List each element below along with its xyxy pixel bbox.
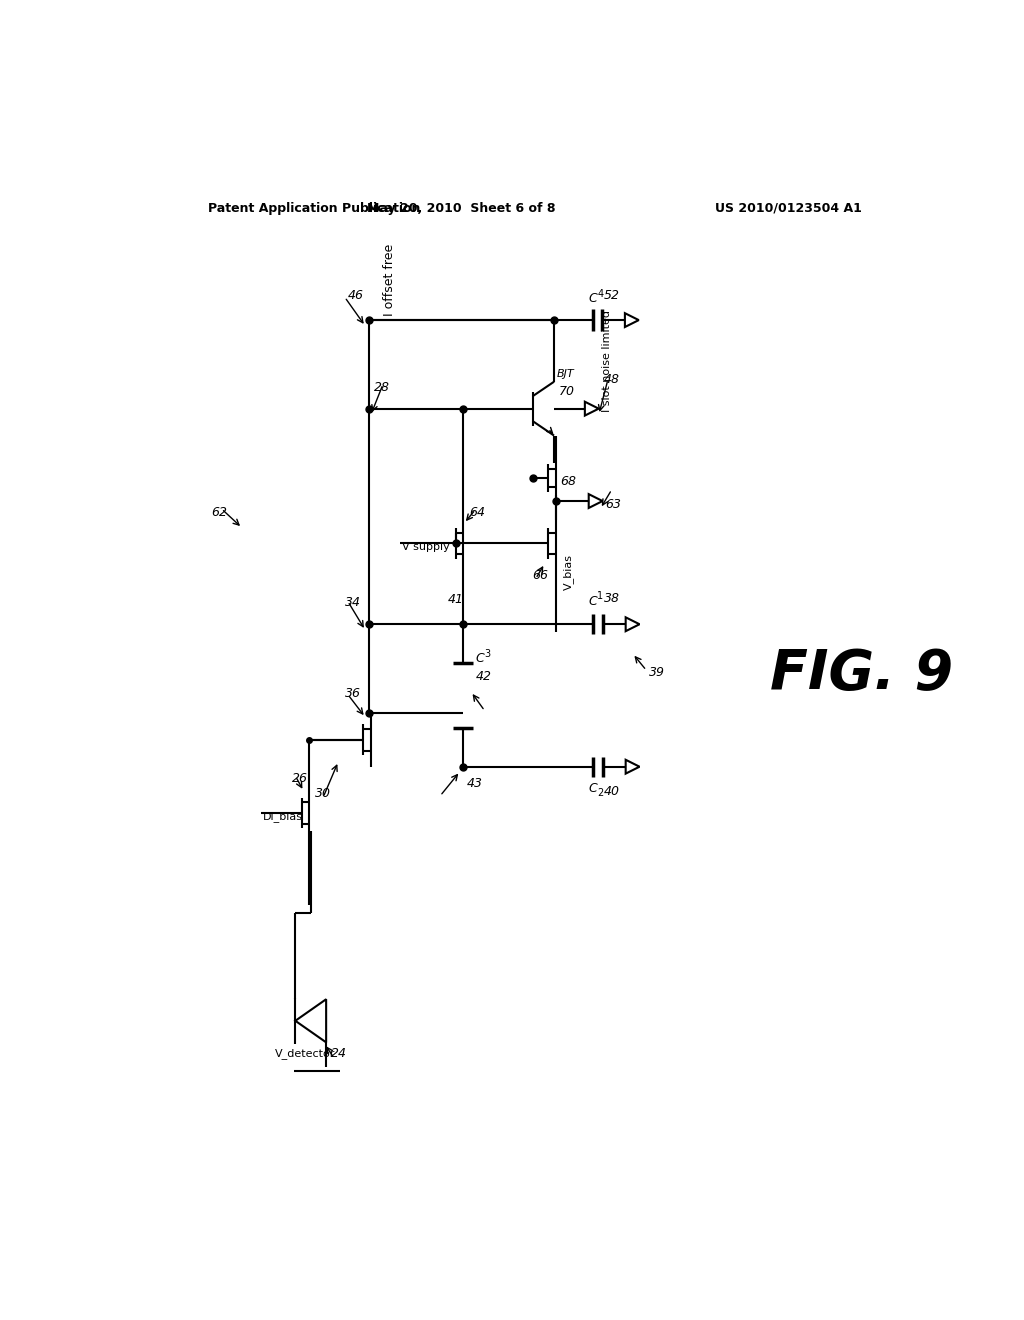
- Text: 4: 4: [597, 289, 603, 298]
- Text: C: C: [589, 292, 597, 305]
- Text: I offset free: I offset free: [383, 244, 396, 317]
- Text: C: C: [475, 652, 484, 665]
- Text: May 20, 2010  Sheet 6 of 8: May 20, 2010 Sheet 6 of 8: [368, 202, 556, 215]
- Text: 48: 48: [604, 372, 621, 385]
- Text: 39: 39: [649, 667, 665, 680]
- Text: 38: 38: [604, 591, 621, 605]
- Text: 40: 40: [604, 785, 621, 797]
- Text: Di_bias: Di_bias: [263, 812, 303, 822]
- Text: C: C: [589, 781, 597, 795]
- Text: 24: 24: [331, 1047, 347, 1060]
- Text: 42: 42: [475, 671, 492, 684]
- Text: 1: 1: [597, 591, 603, 601]
- Text: 43: 43: [466, 777, 482, 791]
- Text: I slot noise limited: I slot noise limited: [602, 310, 611, 412]
- Text: 28: 28: [374, 380, 390, 393]
- Text: V_detector: V_detector: [274, 1048, 335, 1060]
- Text: 41: 41: [447, 593, 464, 606]
- Text: 64: 64: [469, 506, 485, 519]
- Text: 63: 63: [605, 499, 622, 511]
- Text: FIG. 9: FIG. 9: [770, 647, 952, 701]
- Text: 52: 52: [603, 289, 620, 302]
- Text: V supply: V supply: [401, 543, 450, 552]
- Text: US 2010/0123504 A1: US 2010/0123504 A1: [715, 202, 862, 215]
- Text: 68: 68: [560, 475, 577, 488]
- Text: V_bias: V_bias: [563, 553, 574, 590]
- Text: 46: 46: [348, 289, 364, 302]
- Text: 62: 62: [211, 506, 227, 519]
- Text: C: C: [589, 594, 597, 607]
- Text: 3: 3: [484, 649, 490, 659]
- Text: 26: 26: [292, 772, 308, 785]
- Text: 36: 36: [345, 686, 360, 700]
- Text: 70: 70: [559, 385, 574, 399]
- Text: 2: 2: [597, 788, 603, 799]
- Text: 30: 30: [315, 787, 332, 800]
- Text: 66: 66: [532, 569, 549, 582]
- Text: BJT: BJT: [557, 370, 574, 379]
- Text: Patent Application Publication: Patent Application Publication: [208, 202, 420, 215]
- Text: 34: 34: [345, 597, 360, 610]
